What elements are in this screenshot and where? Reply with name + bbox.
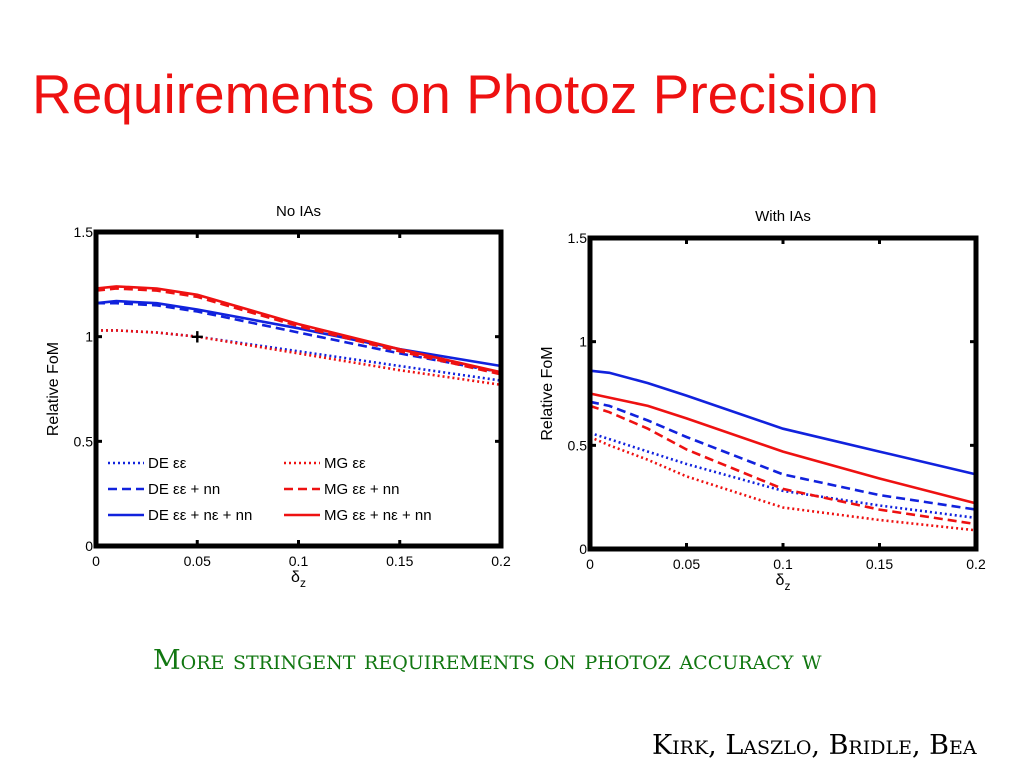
- y-tick-label: 0: [579, 541, 587, 557]
- x-tick-label: 0.05: [184, 553, 211, 569]
- chart-title: With IAs: [755, 208, 811, 225]
- series-line: [589, 400, 977, 511]
- data-marker: +: [191, 325, 204, 350]
- legend-label: MG εε + nε + nn: [324, 507, 432, 524]
- caption-text: More stringent requirements on photoz ac…: [153, 645, 822, 676]
- chart-title: No IAs: [276, 203, 321, 220]
- x-tick-label: 0.2: [491, 553, 511, 569]
- x-tick-label: 0.1: [773, 556, 793, 572]
- series-line: [589, 435, 977, 532]
- legend-label: DE εε: [148, 455, 187, 472]
- y-axis-label: Relative FoM: [45, 342, 62, 436]
- x-tick-label: 0.15: [386, 553, 413, 569]
- x-tick-label: 0: [586, 556, 594, 572]
- y-tick-label: 0: [85, 538, 93, 554]
- legend-label: DE εε + nn: [148, 481, 220, 498]
- plot-frame: [587, 235, 979, 552]
- y-tick-label: 1.5: [568, 230, 588, 246]
- series-line: [589, 431, 977, 520]
- y-axis-label: Relative FoM: [539, 346, 556, 440]
- y-tick-label: 0.5: [568, 437, 588, 453]
- legend-label: MG εε + nn: [324, 481, 399, 498]
- series-line: [96, 329, 502, 387]
- x-axis-label: δz: [776, 572, 791, 593]
- y-tick-label: 1: [579, 334, 587, 350]
- x-tick-label: 0.15: [866, 556, 893, 572]
- series-line: [96, 301, 502, 374]
- y-tick-label: 1: [85, 329, 93, 345]
- x-tick-label: 0.05: [673, 556, 700, 572]
- series-line: [95, 287, 502, 376]
- x-tick-label: 0.1: [289, 553, 309, 569]
- authors-text: Kirk, Laszlo, Bridle, Bea: [652, 730, 977, 761]
- y-tick-label: 0.5: [74, 433, 94, 449]
- series-line: [589, 404, 977, 526]
- y-tick-label: 1.5: [74, 224, 94, 240]
- series-line: [95, 285, 502, 374]
- x-tick-label: 0: [92, 553, 100, 569]
- slide-title: Requirements on Photoz Precision: [32, 63, 879, 125]
- series-line: [589, 392, 977, 505]
- series-line: [589, 369, 977, 476]
- plot-frame: [93, 229, 504, 549]
- x-tick-label: 0.2: [966, 556, 986, 572]
- legend-label: DE εε + nε + nn: [148, 507, 252, 524]
- legend-label: MG εε: [324, 455, 366, 472]
